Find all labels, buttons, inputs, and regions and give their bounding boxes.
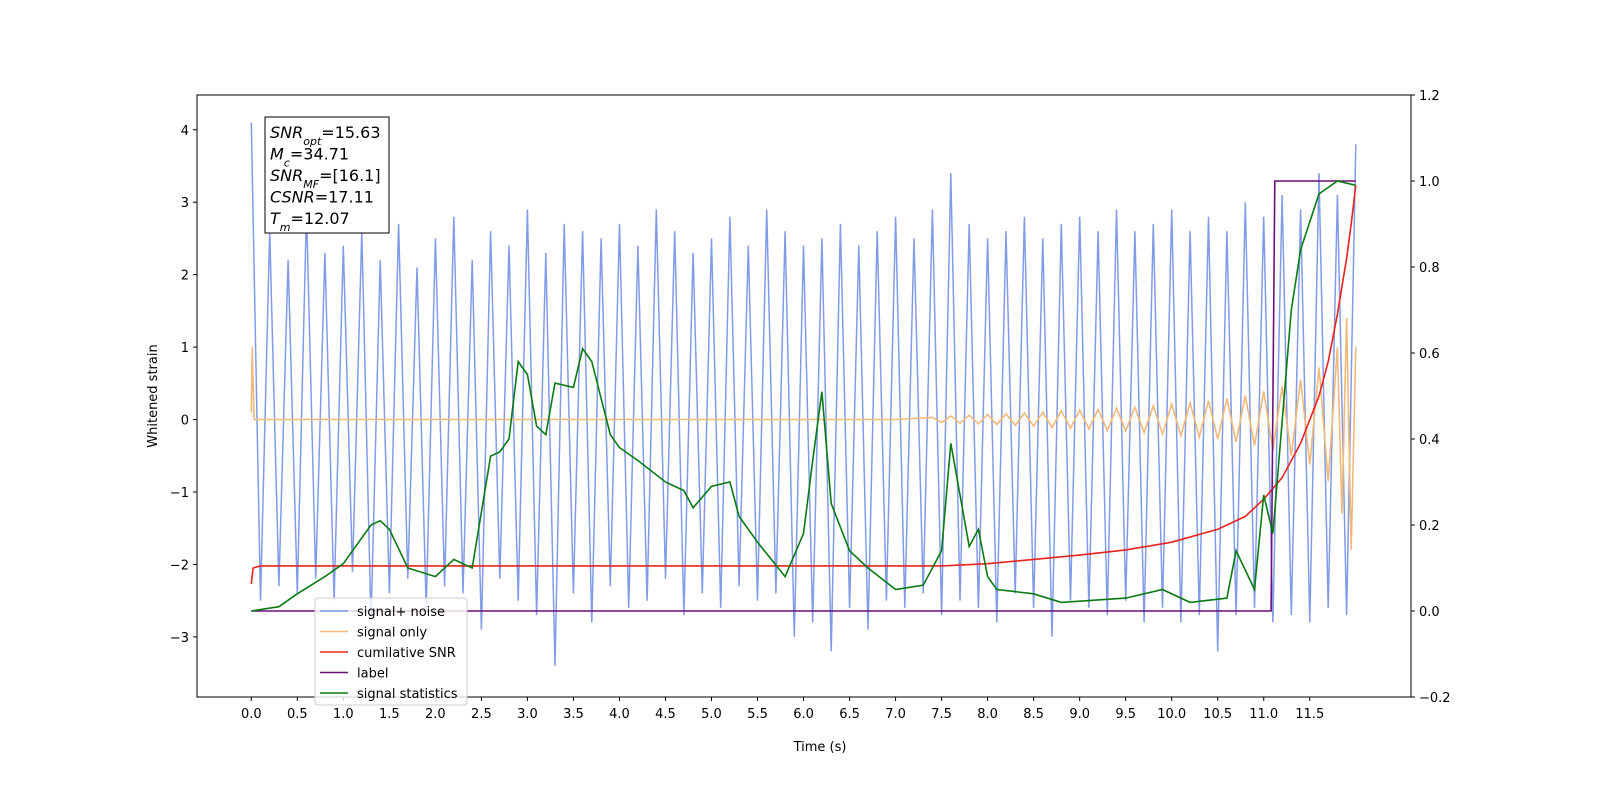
x-tick-label: 4.0: [609, 707, 630, 722]
series-line: [251, 180, 1356, 612]
annotation-line: Mc=34.71: [270, 145, 349, 170]
annotation-sub: MF: [303, 178, 319, 191]
x-tick-label: 2.5: [471, 707, 492, 722]
y-tick-label: 1: [181, 341, 189, 356]
y-tick-label: 2: [181, 269, 189, 284]
y2-tick-label: 0.4: [1419, 433, 1440, 448]
y2-tick-label: 0.6: [1419, 347, 1440, 362]
annotation-sub: c: [284, 156, 290, 169]
y-tick-label: −3: [170, 631, 189, 646]
y2-tick-label: 1.2: [1419, 89, 1440, 104]
legend-label: signal statistics: [357, 687, 458, 702]
legend-label: signal only: [357, 626, 427, 641]
annotation-value: =[16.1]: [319, 166, 381, 185]
x-tick-label: 9.0: [1069, 707, 1090, 722]
plot-lines: [250, 122, 1357, 666]
annotation-sub: m: [280, 221, 291, 234]
x-tick-label: 5.5: [747, 707, 768, 722]
x-tick-label: 1.5: [379, 707, 400, 722]
annotation-value: =17.11: [315, 188, 374, 207]
x-tick-label: 11.5: [1295, 707, 1324, 722]
y2-tick-label: 0.2: [1419, 519, 1440, 534]
x-tick-label: 9.5: [1115, 707, 1136, 722]
annotation-main: T: [270, 209, 281, 228]
y2-tick-label: 0.8: [1419, 261, 1440, 276]
x-tick-label: 5.0: [701, 707, 722, 722]
x-tick-label: 3.0: [517, 707, 538, 722]
y2-tick-label: 0.0: [1419, 605, 1440, 620]
annotation-line: CSNR=17.11: [270, 188, 374, 207]
legend-label: cumilative SNR: [357, 646, 456, 661]
y2-tick-label: −0.2: [1419, 691, 1451, 706]
annotation-value: =34.71: [290, 145, 349, 164]
x-tick-label: 4.5: [655, 707, 676, 722]
x-tick-label: 7.0: [885, 707, 906, 722]
series-line: [250, 318, 1357, 550]
x-tick-label: 6.0: [793, 707, 814, 722]
annotation-main: SNR: [270, 166, 303, 185]
annotation-box: [264, 116, 390, 234]
x-tick-label: 1.0: [333, 707, 354, 722]
annotation-sub: opt: [303, 135, 322, 148]
y-tick-label: 0: [181, 414, 189, 429]
annotation-main: CSNR: [270, 188, 315, 207]
annotation-line: Tm=12.07: [270, 209, 350, 234]
x-tick-label: 0.5: [287, 707, 308, 722]
y-tick-label: 3: [181, 196, 189, 211]
x-tick-label: 6.5: [839, 707, 860, 722]
series-line: [250, 122, 1357, 666]
legend-box: [314, 597, 468, 706]
y2-tick-label: 1.0: [1419, 175, 1440, 190]
x-tick-label: 8.5: [1023, 707, 1044, 722]
x-tick-label: 0.0: [241, 707, 262, 722]
y-tick-label: 4: [181, 124, 189, 139]
series-line: [251, 180, 1356, 612]
legend-label: signal+ noise: [357, 605, 445, 620]
y-axis-label: Whitened strain: [146, 344, 161, 447]
x-tick-label: 2.0: [425, 707, 446, 722]
annotation-value: =15.63: [321, 123, 380, 142]
legend-label: label: [357, 667, 388, 682]
x-tick-label: 3.5: [563, 707, 584, 722]
x-tick-label: 7.5: [931, 707, 952, 722]
y-tick-label: −2: [170, 558, 189, 573]
y-tick-label: −1: [170, 486, 189, 501]
annotation-main: SNR: [270, 123, 303, 142]
x-axis-label: Time (s): [793, 740, 847, 755]
x-tick-label: 11.0: [1249, 707, 1278, 722]
annotation-main: M: [270, 145, 284, 164]
annotation-value: =12.07: [291, 209, 350, 228]
annotation-line: SNRMF=[16.1]: [270, 166, 381, 191]
x-tick-label: 10.5: [1203, 707, 1232, 722]
series-line: [250, 185, 1357, 584]
annotation-line: SNRopt=15.63: [270, 123, 381, 148]
x-tick-label: 10.0: [1157, 707, 1186, 722]
x-tick-label: 8.0: [977, 707, 998, 722]
